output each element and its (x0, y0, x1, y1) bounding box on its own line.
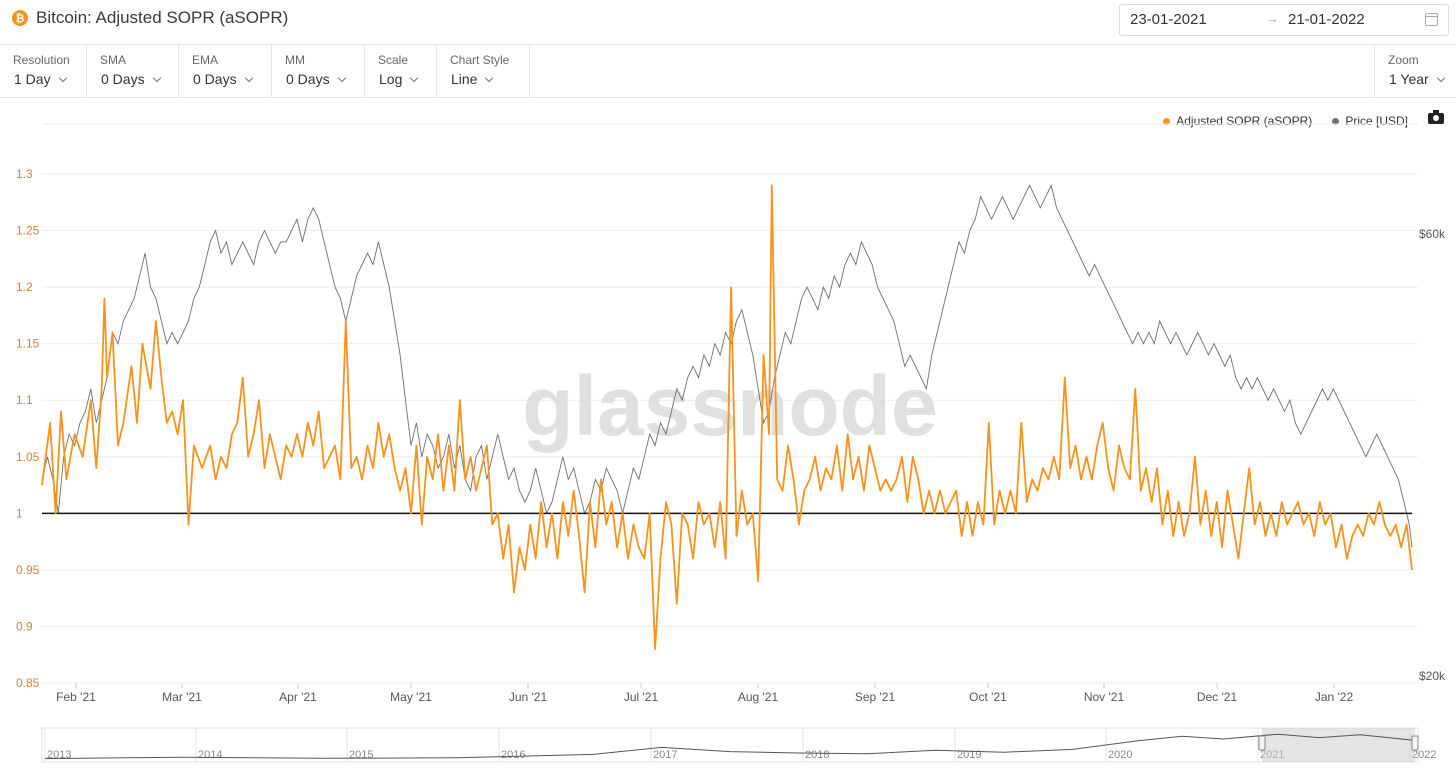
chart-title: Bitcoin: Adjusted SOPR (aSOPR) (36, 8, 289, 27)
chevron-down-icon (485, 73, 494, 83)
x-tick-label: Feb '21 (56, 690, 96, 704)
sma-value[interactable]: 0 Days (101, 71, 161, 87)
series-line-asopr (41, 184, 1413, 650)
resolution-select[interactable]: Resolution 1 Day (0, 45, 87, 97)
date-to[interactable]: 21-01-2022 (1288, 11, 1365, 28)
chevron-down-icon (58, 73, 67, 83)
ema-select[interactable]: EMA 0 Days (179, 45, 272, 97)
y-left-tick-label: 1.15 (16, 337, 40, 351)
navigator-handle-right[interactable] (1411, 735, 1419, 751)
sma-label: SMA (100, 53, 127, 67)
y-left-tick-label: 1.05 (16, 450, 40, 464)
navigator-selection[interactable] (1262, 728, 1415, 762)
y-left-tick-label: 0.95 (16, 563, 40, 577)
y-axis-right: $60k $20k (1419, 227, 1446, 683)
navigator-year-label: 2018 (805, 749, 829, 761)
time-navigator[interactable]: 2013201420152016201720182019202020212022 (0, 726, 1456, 781)
chevron-down-icon (152, 73, 161, 83)
navigator-year-label: 2016 (501, 749, 525, 761)
x-tick-label: Apr '21 (279, 690, 317, 704)
scale-label: Scale (378, 53, 409, 67)
chevron-down-icon (337, 73, 346, 83)
navigator-year-label: 2014 (198, 749, 222, 761)
y-left-tick-label: 1.1 (16, 393, 33, 407)
navigator-year-label: 2019 (957, 749, 981, 761)
chevron-down-icon (410, 73, 419, 83)
chart-header: ₿ Bitcoin: Adjusted SOPR (aSOPR) 23-01-2… (0, 0, 1456, 45)
navigator-year-label: 2013 (47, 749, 71, 761)
x-tick-label: Mar '21 (162, 690, 202, 704)
x-tick-label: Jul '21 (624, 690, 659, 704)
scale-select[interactable]: Scale Log (365, 45, 437, 97)
sma-select[interactable]: SMA 0 Days (87, 45, 179, 97)
camera-icon[interactable] (1428, 110, 1444, 124)
x-tick-label: Oct '21 (969, 690, 1007, 704)
y-right-tick-label: $60k (1419, 227, 1446, 241)
ema-label: EMA (192, 53, 219, 67)
navigator-frame (41, 727, 1419, 763)
zoom-label: Zoom (1388, 53, 1419, 67)
y-right-tick-label: $20k (1419, 669, 1446, 683)
chart-toolbar: Resolution 1 Day SMA 0 Days EMA 0 Days M… (0, 45, 1456, 98)
chart-style-value[interactable]: Line (451, 71, 494, 87)
y-axis-left: 1.3 1.25 1.2 1.15 1.1 1.05 1 0.95 0.9 0.85 (16, 167, 40, 690)
title-group: ₿ Bitcoin: Adjusted SOPR (aSOPR) (12, 8, 288, 28)
x-tick-label: Dec '21 (1197, 690, 1238, 704)
navigator-price-line (44, 733, 1416, 760)
navigator-handle-left[interactable] (1258, 735, 1266, 751)
y-left-tick-label: 1.25 (16, 224, 40, 238)
legend-dot-price (1332, 117, 1340, 125)
resolution-value[interactable]: 1 Day (14, 71, 67, 87)
mm-select[interactable]: MM 0 Days (272, 45, 365, 97)
legend-dot-asopr (1163, 117, 1171, 125)
date-from[interactable]: 23-01-2021 (1130, 11, 1207, 28)
y-left-tick-label: 0.9 (16, 619, 33, 633)
navigator-year-label: 2015 (349, 749, 373, 761)
y-left-tick-label: 1.2 (16, 280, 33, 294)
bitcoin-icon: ₿ (12, 10, 28, 26)
series-line-price (41, 183, 1413, 548)
x-tick-label: May '21 (390, 690, 432, 704)
resolution-label: Resolution (13, 53, 70, 67)
zoom-select[interactable]: Zoom 1 Year (1374, 45, 1456, 97)
x-tick-label: Jan '22 (1315, 690, 1354, 704)
y-left-tick-label: 0.85 (16, 676, 40, 690)
ema-value[interactable]: 0 Days (193, 71, 253, 87)
mm-value[interactable]: 0 Days (286, 71, 346, 87)
chart-style-label: Chart Style (450, 53, 510, 67)
scale-value[interactable]: Log (379, 71, 419, 87)
x-tick-label: Aug '21 (738, 690, 779, 704)
chart-style-select[interactable]: Chart Style Line (437, 45, 530, 97)
navigator-year-label: 2017 (653, 749, 677, 761)
x-tick-label: Nov '21 (1084, 690, 1125, 704)
navigator-year-label: 2020 (1108, 749, 1132, 761)
zoom-value[interactable]: 1 Year (1389, 71, 1445, 87)
calendar-icon[interactable] (1425, 13, 1438, 26)
mm-label: MM (285, 53, 305, 67)
arrow-right-icon: → (1266, 11, 1279, 26)
chevron-down-icon (244, 73, 253, 83)
x-tick-label: Jun '21 (509, 690, 548, 704)
asopr-chart: glassnode 1.31.251.21.151.11.0510.950.90… (16, 123, 1446, 704)
y-left-tick-label: 1 (16, 506, 23, 520)
y-left-tick-label: 1.3 (16, 167, 33, 181)
navigator-year-label: 2022 (1412, 749, 1436, 761)
navigator-year-labels: 2013201420152016201720182019202020212022 (44, 728, 1436, 762)
x-axis: Feb '21 Mar '21 Apr '21 May '21 Jun '21 Jul '… (56, 683, 1353, 704)
x-tick-label: Sep '21 (855, 690, 896, 704)
chevron-down-icon (1436, 73, 1445, 83)
date-range-picker[interactable]: 23-01-2021 → 21-01-2022 (1119, 4, 1449, 36)
